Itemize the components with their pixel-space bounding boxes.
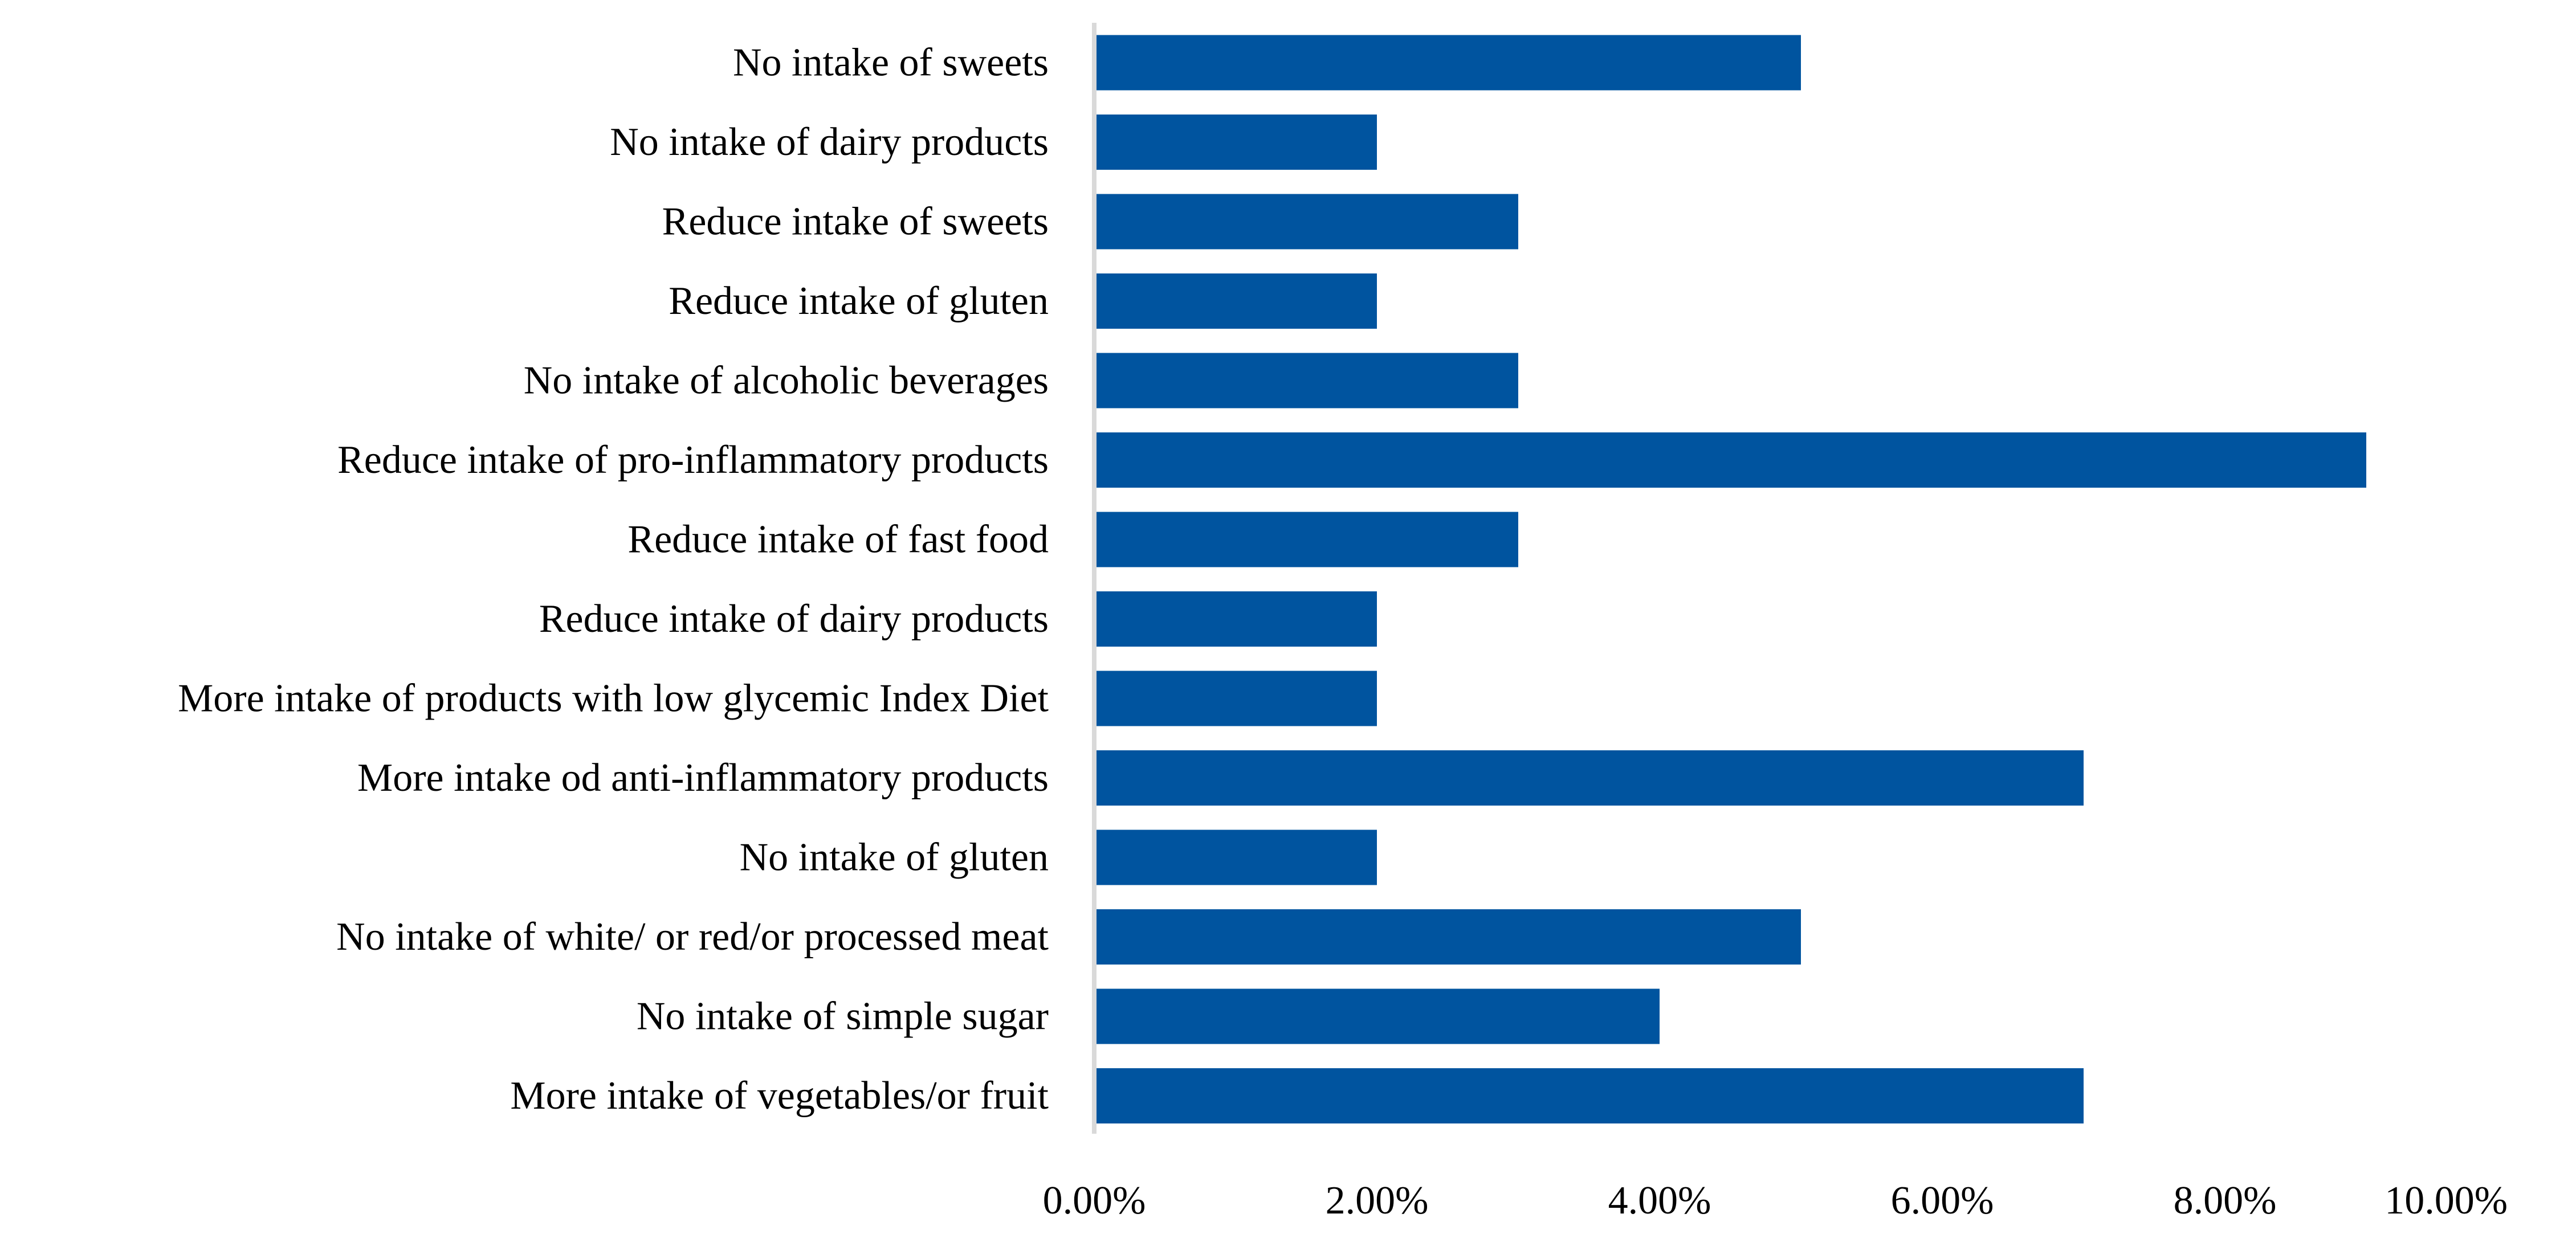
category-label: No intake of sweets — [733, 41, 1049, 85]
category-label: Reduce intake of gluten — [669, 279, 1049, 323]
category-label: No intake of white/ or red/or processed … — [336, 915, 1049, 959]
x-tick-label: 6.00% — [1891, 1179, 1994, 1223]
category-labels: No intake of sweets No intake of dairy pr… — [178, 41, 1049, 1118]
x-tick-label: 8.00% — [2174, 1179, 2277, 1223]
category-label: No intake of gluten — [740, 836, 1049, 880]
bar — [1094, 988, 1660, 1044]
bar — [1094, 273, 1377, 329]
bar — [1094, 194, 1518, 250]
category-label: Reduce intake of sweets — [662, 200, 1049, 244]
bars-group — [1094, 35, 2366, 1123]
bar — [1094, 432, 2366, 488]
category-label: No intake of dairy products — [610, 120, 1049, 164]
category-label: More intake od anti-inflammatory product… — [357, 756, 1049, 800]
x-tick-label: 4.00% — [1608, 1179, 1711, 1223]
category-label: More intake of products with low glycemi… — [178, 677, 1049, 721]
category-label: More intake of vegetables/or fruit — [510, 1074, 1049, 1118]
bar — [1094, 353, 1518, 408]
category-label: Reduce intake of fast food — [627, 518, 1049, 562]
bar — [1094, 830, 1377, 885]
bar — [1094, 512, 1518, 567]
bar — [1094, 909, 1801, 965]
bar — [1094, 750, 2084, 806]
x-axis-tick-labels: 0.00% 2.00% 4.00% 6.00% 8.00% 10.00% — [1043, 1179, 2508, 1223]
bar — [1094, 115, 1377, 170]
category-label: Reduce intake of pro-inflammatory produc… — [337, 438, 1049, 482]
bar — [1094, 591, 1377, 647]
x-tick-label: 2.00% — [1326, 1179, 1429, 1223]
category-label: Reduce intake of dairy products — [539, 597, 1049, 641]
bar — [1094, 1068, 2084, 1123]
bar — [1094, 35, 1801, 91]
category-label: No intake of simple sugar — [637, 995, 1049, 1039]
bar — [1094, 671, 1377, 726]
x-tick-label: 0.00% — [1043, 1179, 1146, 1223]
category-label: No intake of alcoholic beverages — [524, 359, 1049, 403]
x-tick-label: 10.00% — [2385, 1179, 2508, 1223]
